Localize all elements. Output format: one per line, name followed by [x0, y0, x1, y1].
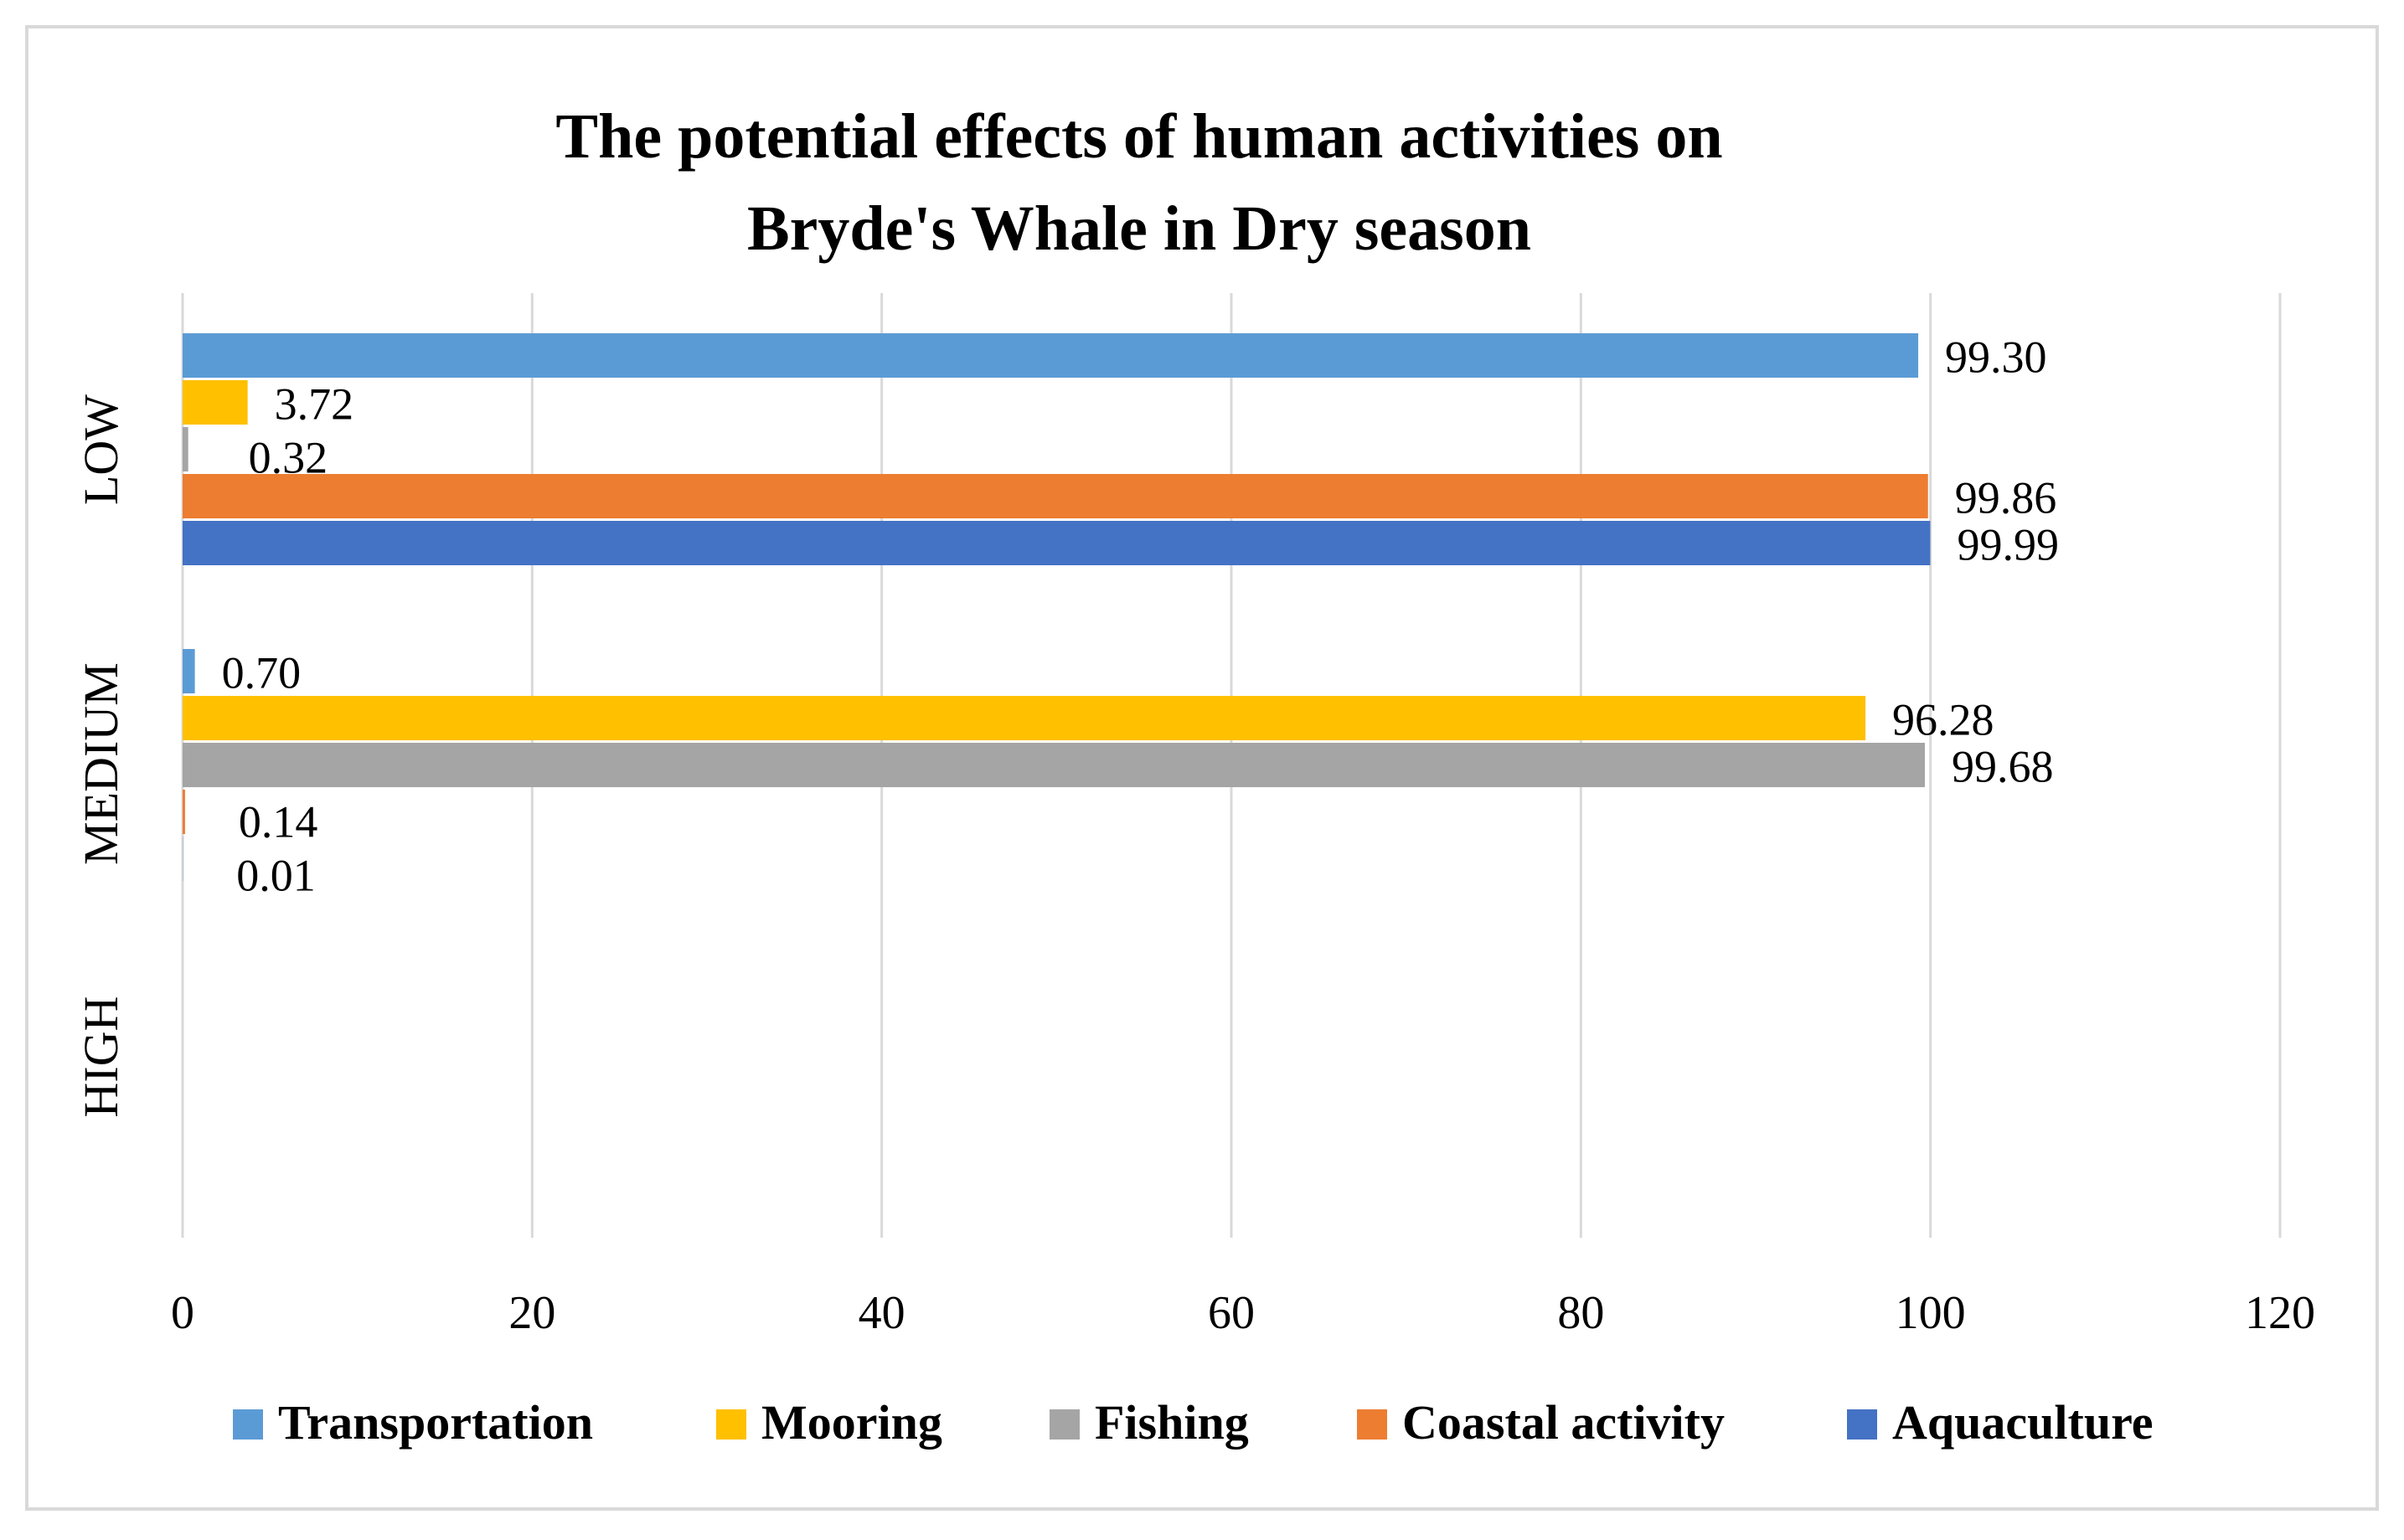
bar-low-fishing [183, 427, 188, 471]
legend-label: Fishing [1095, 1395, 1249, 1450]
legend-item-coastal-activity: Coastal activity [1357, 1395, 1725, 1450]
y-category-label-low: LOW [74, 394, 128, 505]
x-tick-label: 40 [859, 1287, 905, 1339]
bar-low-mooring [183, 380, 248, 425]
chart-title-line-1: The potential effects of human activitie… [555, 101, 1722, 172]
bar-medium-coastal-activity [183, 790, 185, 834]
data-label: 3.72 [275, 379, 354, 430]
legend-swatch [1357, 1409, 1387, 1440]
y-category-label-high: HIGH [74, 997, 128, 1118]
bar-low-coastal-activity [183, 474, 1928, 518]
data-label: 99.86 [1955, 473, 2057, 523]
bar-medium-transportation [183, 649, 195, 693]
legend-item-transportation: Transportation [233, 1395, 593, 1450]
legend-swatch [1050, 1409, 1080, 1440]
legend-label: Aquaculture [1892, 1395, 2154, 1450]
y-category-label-medium: MEDIUM [74, 662, 128, 865]
x-tick-label: 20 [508, 1287, 555, 1339]
legend-label: Mooring [761, 1395, 942, 1450]
data-label: 96.28 [1892, 695, 1994, 745]
legend-item-aquaculture: Aquaculture [1847, 1395, 2154, 1450]
x-tick-label: 100 [1896, 1287, 1966, 1339]
bar-low-aquaculture [183, 521, 1930, 565]
y-axis-categories: LOW MEDIUM HIGH [74, 394, 128, 1118]
x-tick-label: 0 [171, 1287, 194, 1339]
legend-label: Transportation [278, 1395, 593, 1450]
legend-swatch [233, 1409, 263, 1440]
data-label: 0.14 [239, 797, 318, 847]
data-label: 0.01 [236, 851, 316, 901]
data-label: 99.68 [1952, 742, 2054, 792]
x-tick-label: 60 [1208, 1287, 1255, 1339]
data-label: 99.99 [1957, 520, 2059, 570]
x-tick-label: 120 [2245, 1287, 2315, 1339]
chart-title-line-2: Bryde's Whale in Dry season [747, 193, 1531, 264]
data-label: 0.32 [249, 433, 328, 483]
x-tick-label: 80 [1557, 1287, 1604, 1339]
data-label: 0.70 [222, 648, 302, 698]
legend-swatch [716, 1409, 746, 1440]
legend-swatch [1847, 1409, 1877, 1440]
bar-medium-fishing [183, 743, 1925, 787]
bar-low-transportation [183, 333, 1918, 378]
legend-label: Coastal activity [1402, 1395, 1725, 1450]
data-label: 99.30 [1945, 332, 2047, 383]
bar-medium-mooring [183, 696, 1865, 740]
